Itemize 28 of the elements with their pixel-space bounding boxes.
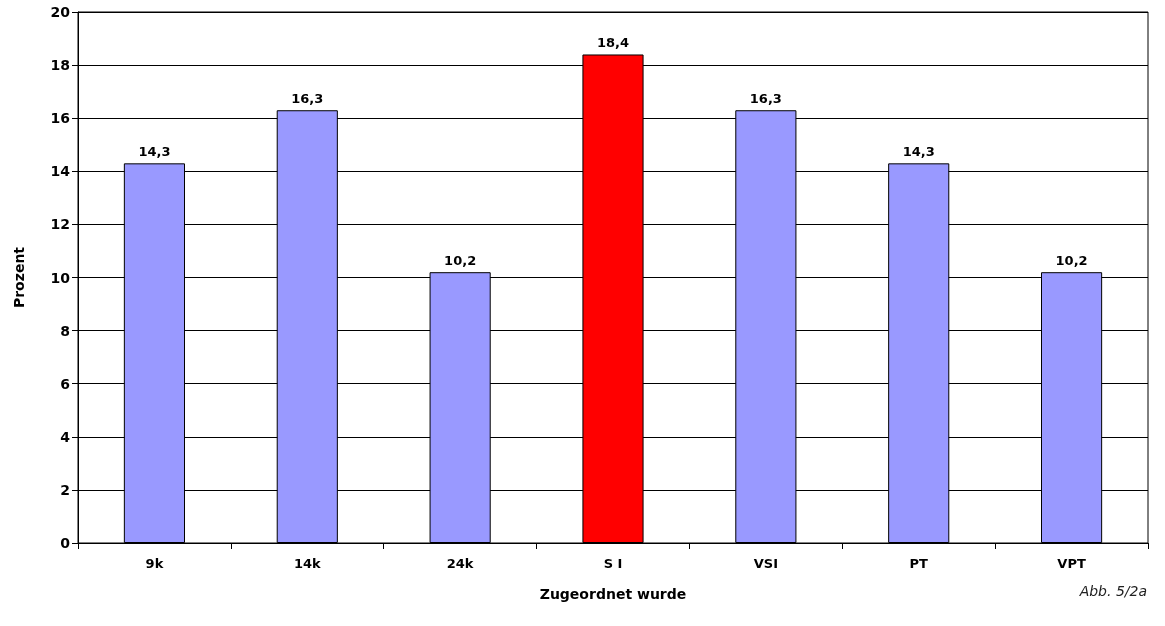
y-tick-label: 12 [50,216,70,233]
y-axis-title: Prozent [11,246,27,309]
y-tick-label: 14 [50,163,71,180]
data-label: 14,3 [138,144,171,160]
y-tick-label: 18 [50,57,70,74]
y-tick-label: 4 [60,428,71,445]
x-tick-label: 24k [446,556,474,571]
y-tick-label: 6 [60,375,70,392]
data-label: 10,2 [444,253,477,269]
y-tick-label: 20 [50,4,71,20]
x-tick-label: S I [603,556,623,571]
x-tick-label: VSI [753,556,778,571]
y-tick-label: 10 [50,269,71,286]
data-label: 10,2 [1055,253,1088,269]
y-tick-label: 2 [60,481,70,498]
y-tick-label: 16 [50,110,70,127]
x-tick-label: 9k [145,556,164,571]
y-tick-label: 0 [60,535,71,551]
x-tick-label: VPT [1057,556,1086,571]
data-label: 16,3 [291,91,324,107]
x-tick-label: PT [909,556,929,571]
caption: Abb. 5/2a [1078,583,1148,599]
y-tick-label: 8 [60,322,70,339]
x-tick-label: 14k [293,556,321,571]
data-label: 14,3 [902,144,935,160]
data-label: 16,3 [749,91,782,107]
data-label: 18,4 [596,35,630,51]
x-axis-title: Zugeordnet wurde [539,586,687,602]
